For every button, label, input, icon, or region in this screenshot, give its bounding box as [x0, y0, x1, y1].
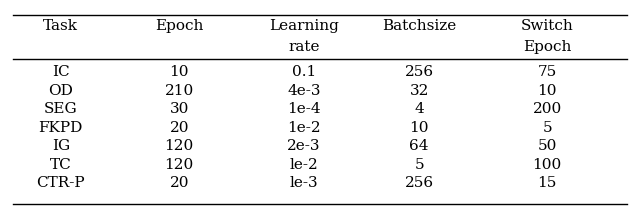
Text: Switch: Switch	[521, 19, 573, 33]
Text: 15: 15	[538, 176, 557, 190]
Text: 210: 210	[164, 84, 194, 98]
Text: 256: 256	[404, 176, 434, 190]
Text: TC: TC	[50, 158, 72, 172]
Text: CTR-P: CTR-P	[36, 176, 85, 190]
Text: Task: Task	[44, 19, 78, 33]
Text: 1e-2: 1e-2	[287, 121, 321, 135]
Text: 4: 4	[414, 102, 424, 116]
Text: 120: 120	[164, 158, 194, 172]
Text: 30: 30	[170, 102, 189, 116]
Text: 10: 10	[538, 84, 557, 98]
Text: Epoch: Epoch	[523, 40, 572, 54]
Text: 200: 200	[532, 102, 562, 116]
Text: 32: 32	[410, 84, 429, 98]
Text: 20: 20	[170, 176, 189, 190]
Text: 2e-3: 2e-3	[287, 139, 321, 153]
Text: 64: 64	[410, 139, 429, 153]
Text: 100: 100	[532, 158, 562, 172]
Text: 50: 50	[538, 139, 557, 153]
Text: 10: 10	[410, 121, 429, 135]
Text: rate: rate	[288, 40, 320, 54]
Text: Epoch: Epoch	[155, 19, 204, 33]
Text: Learning: Learning	[269, 19, 339, 33]
Text: 256: 256	[404, 66, 434, 79]
Text: 5: 5	[414, 158, 424, 172]
Text: IC: IC	[52, 66, 70, 79]
Text: le-2: le-2	[290, 158, 318, 172]
Text: OD: OD	[49, 84, 73, 98]
Text: 4e-3: 4e-3	[287, 84, 321, 98]
Text: Batchsize: Batchsize	[382, 19, 456, 33]
Text: 20: 20	[170, 121, 189, 135]
Text: le-3: le-3	[290, 176, 318, 190]
Text: 10: 10	[170, 66, 189, 79]
Text: 120: 120	[164, 139, 194, 153]
Text: 75: 75	[538, 66, 557, 79]
Text: IG: IG	[52, 139, 70, 153]
Text: 5: 5	[542, 121, 552, 135]
Text: 1e-4: 1e-4	[287, 102, 321, 116]
Text: 0.1: 0.1	[292, 66, 316, 79]
Text: SEG: SEG	[44, 102, 77, 116]
Text: FKPD: FKPD	[38, 121, 83, 135]
